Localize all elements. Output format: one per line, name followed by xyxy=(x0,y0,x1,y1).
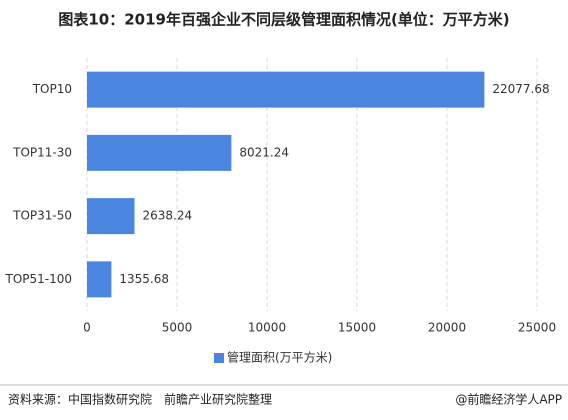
bar xyxy=(87,71,485,108)
chart-title: 图表10：2019年百强企业不同层级管理面积情况(单位：万平方米) xyxy=(58,11,509,29)
brand: @前瞻经济学人APP xyxy=(455,392,562,407)
legend-label: 管理面积(万平方米) xyxy=(227,350,332,365)
value-label: 2638.24 xyxy=(142,209,192,223)
y-tick-label: TOP51-100 xyxy=(4,272,72,286)
x-tick-label: 25000 xyxy=(518,321,556,335)
source: 资料来源：中国指数研究院 前瞻产业研究院整理 xyxy=(8,392,272,407)
y-tick-label: TOP11-30 xyxy=(12,145,72,159)
value-label: 8021.24 xyxy=(239,145,289,159)
legend-swatch xyxy=(214,353,224,363)
bar xyxy=(87,261,112,298)
value-label: 1355.68 xyxy=(119,272,169,286)
value-label: 22077.68 xyxy=(492,82,549,96)
y-tick-label: TOP31-50 xyxy=(12,209,72,223)
x-tick-label: 20000 xyxy=(428,321,466,335)
x-tick-label: 0 xyxy=(83,321,91,335)
x-tick-label: 15000 xyxy=(338,321,376,335)
y-tick-label: TOP10 xyxy=(32,82,72,96)
x-tick-label: 5000 xyxy=(162,321,193,335)
x-tick-label: 10000 xyxy=(248,321,286,335)
bar xyxy=(87,198,135,235)
bar xyxy=(87,134,232,171)
